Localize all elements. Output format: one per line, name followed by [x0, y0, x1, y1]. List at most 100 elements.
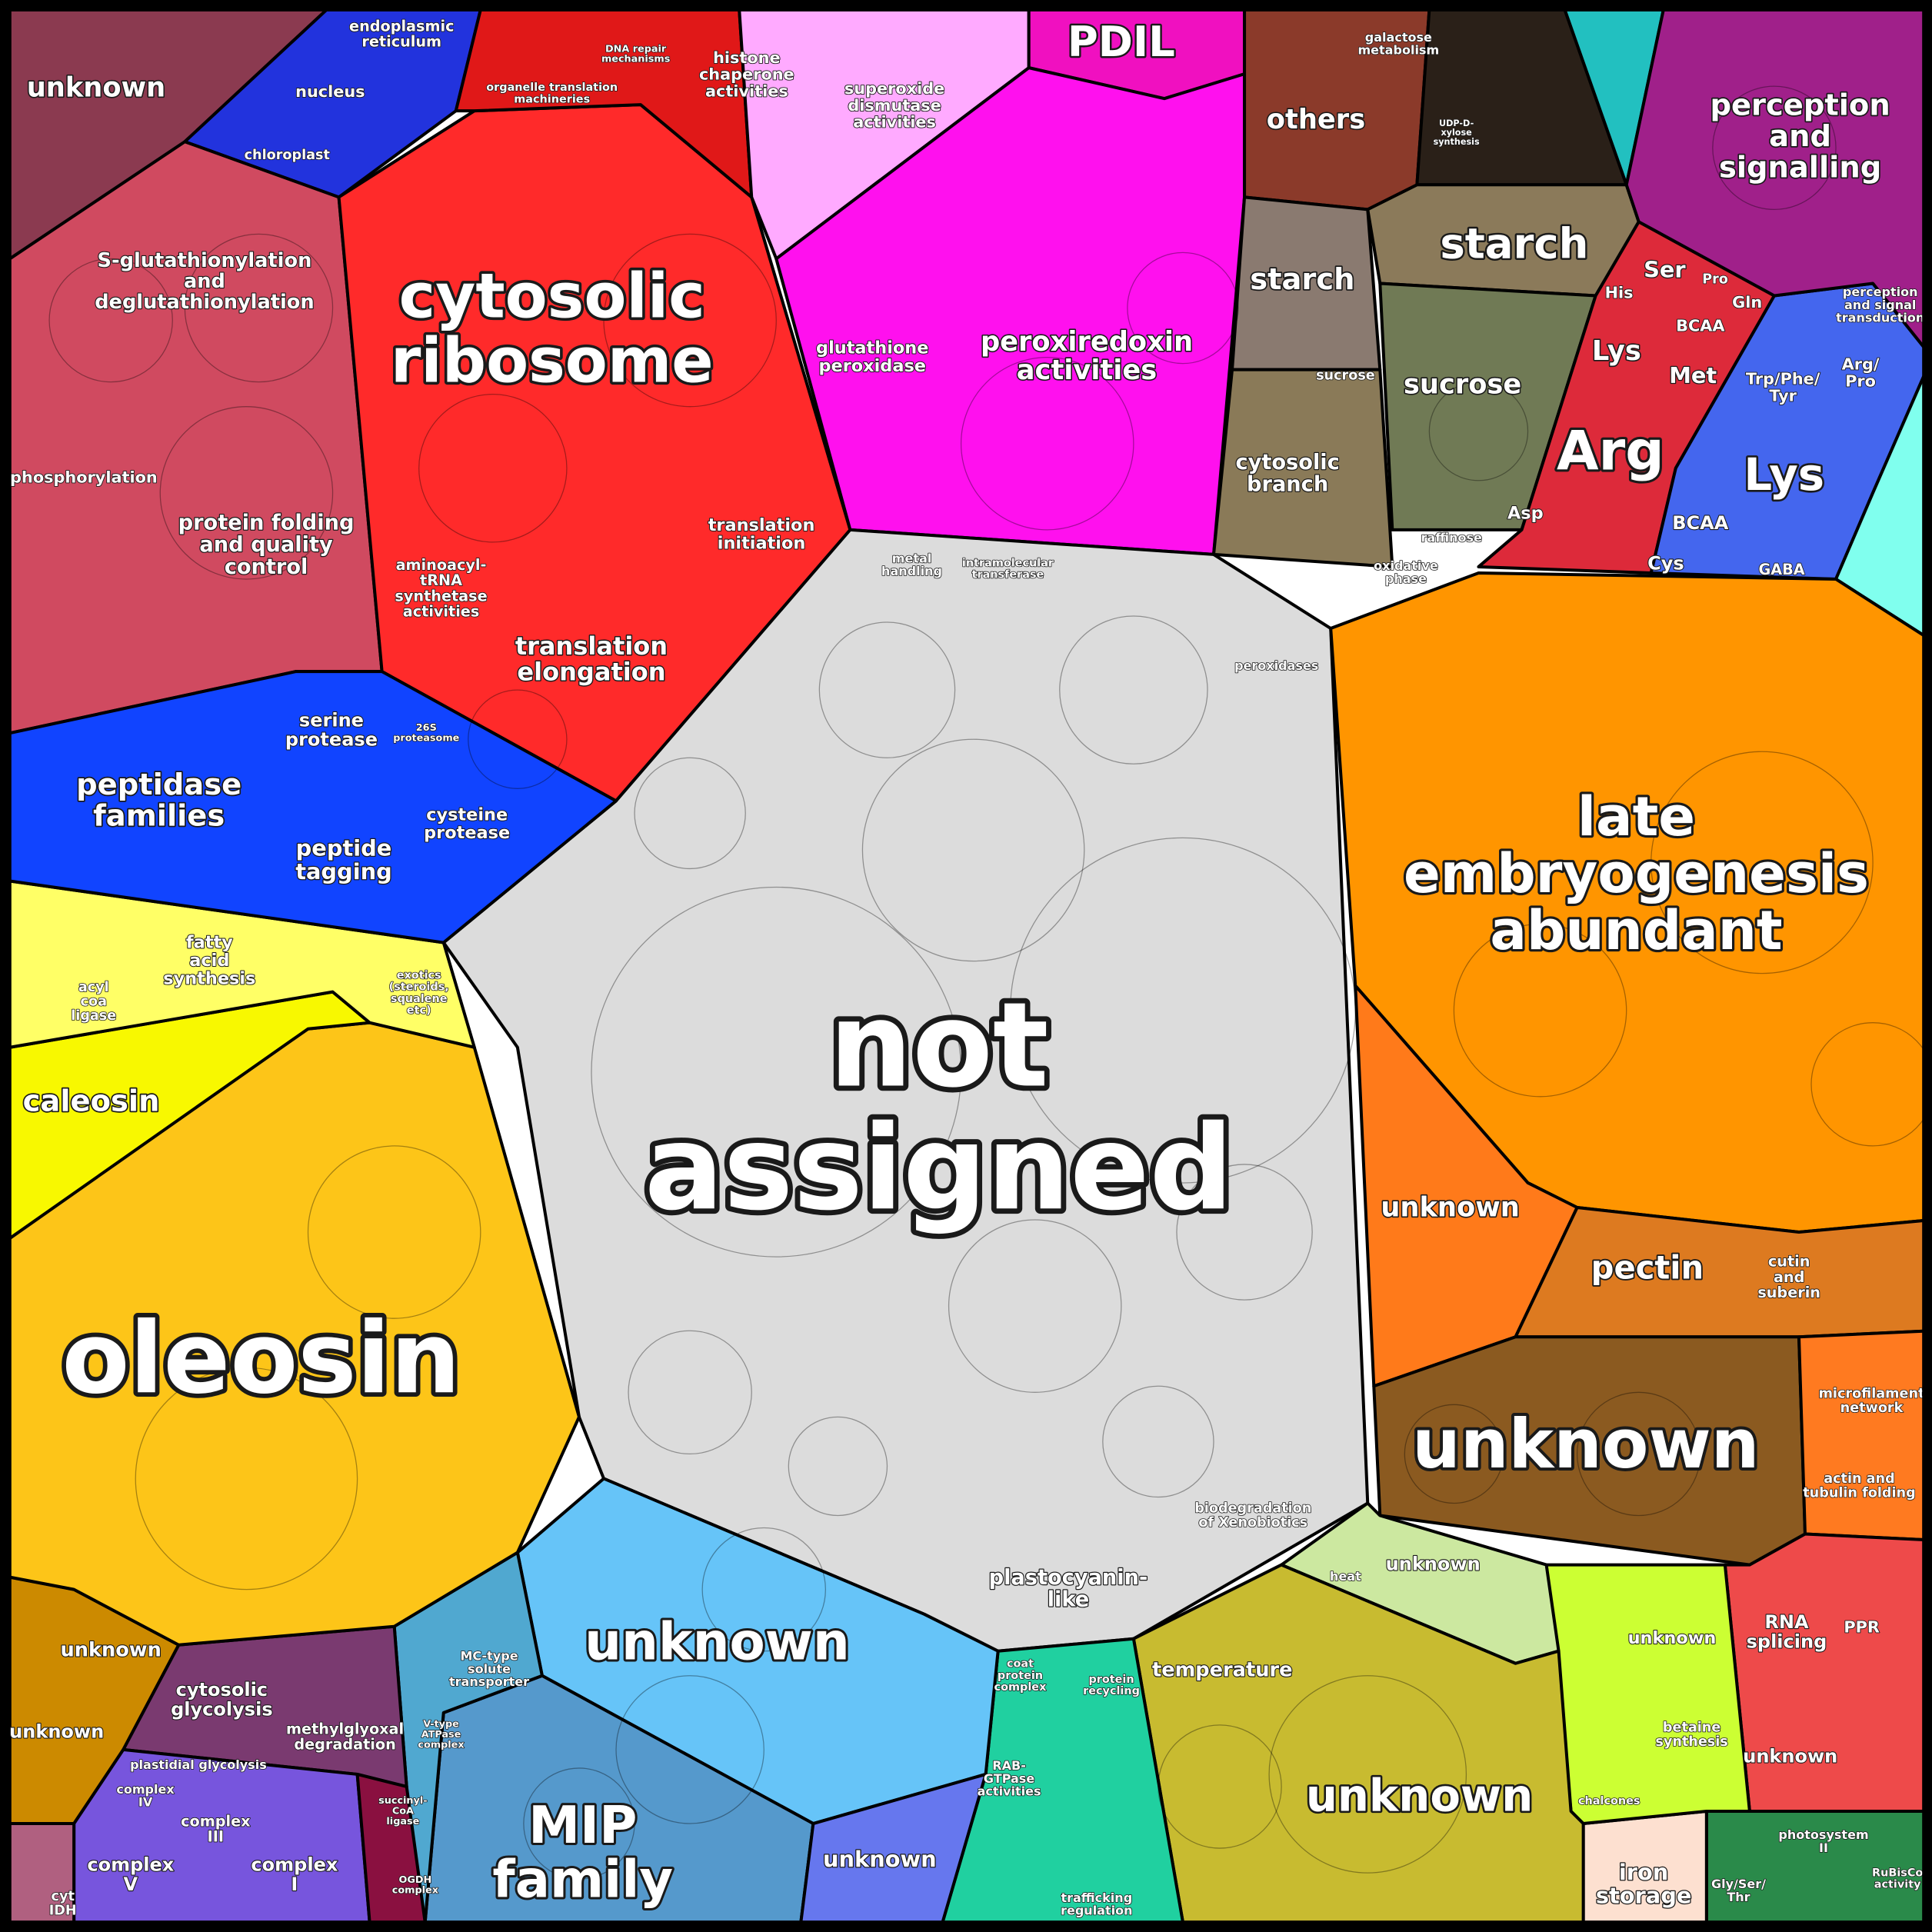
- label: PPR: [1844, 1617, 1880, 1636]
- label: aminoacyl-: [396, 556, 487, 574]
- cell: [1723, 1532, 1932, 1814]
- label: translation: [515, 631, 668, 661]
- cell: [8, 140, 384, 735]
- label: IDH: [49, 1903, 77, 1918]
- label: translation: [708, 515, 815, 535]
- label: solute: [468, 1661, 511, 1676]
- sub-cell: [1651, 751, 1874, 974]
- label: storage: [1596, 1882, 1692, 1908]
- label: ATPase: [421, 1729, 461, 1740]
- label: 26S: [416, 722, 437, 734]
- sub-cell: [159, 406, 334, 580]
- label: complex: [116, 1782, 175, 1797]
- label: initiation: [718, 534, 806, 554]
- label: protease: [424, 823, 510, 843]
- label: photosystem: [1778, 1827, 1868, 1842]
- label: synthesis: [1655, 1734, 1727, 1750]
- label: branch: [1247, 473, 1328, 497]
- sub-cell: [818, 621, 956, 758]
- label: endoplasmic: [349, 17, 454, 35]
- sub-cell: [948, 1219, 1122, 1393]
- label: RuBisCo: [1872, 1867, 1923, 1880]
- label: serine: [299, 709, 364, 731]
- label: cytosolic: [1235, 451, 1339, 475]
- label: sucrose: [1404, 368, 1521, 400]
- label: trafficking: [1061, 1890, 1132, 1905]
- label: actin and: [1824, 1471, 1894, 1487]
- label: elongation: [517, 658, 665, 687]
- label: and signal: [1844, 298, 1916, 312]
- label: ligase: [71, 1008, 116, 1024]
- sub-cell: [615, 1675, 764, 1824]
- label: I: [291, 1874, 298, 1895]
- label: sucrose: [1316, 368, 1375, 384]
- label: Arg: [1557, 420, 1664, 483]
- label: embryogenesis: [1404, 842, 1869, 905]
- label: and: [1774, 1268, 1804, 1286]
- label: heat: [1330, 1569, 1361, 1584]
- label: Gln: [1732, 293, 1762, 311]
- label: tRNA: [420, 571, 462, 589]
- cell: [1797, 1329, 1932, 1542]
- label: oleosin: [62, 1301, 460, 1416]
- label: temperature: [1152, 1658, 1292, 1681]
- label: GTPase: [984, 1771, 1034, 1786]
- label: Lys: [1592, 335, 1641, 367]
- label: starch: [1250, 262, 1354, 297]
- label: peptidase: [76, 768, 242, 802]
- label: acid: [189, 951, 229, 971]
- sub-cell: [48, 258, 173, 383]
- label: glycolysis: [171, 1698, 273, 1720]
- label: fatty: [186, 933, 233, 953]
- label: succinyl-: [378, 1795, 427, 1807]
- label: deglutathionylation: [95, 291, 314, 314]
- label: intramolecular: [962, 558, 1054, 570]
- label: pectin: [1591, 1249, 1704, 1287]
- label: Met: [1669, 362, 1717, 388]
- label: activities: [403, 603, 480, 621]
- label: metabolism: [1357, 43, 1439, 58]
- label: V: [124, 1874, 138, 1895]
- label: complex: [181, 1812, 251, 1830]
- label: unknown: [1743, 1746, 1837, 1767]
- label: unknown: [1628, 1628, 1717, 1648]
- label: handling: [881, 564, 942, 578]
- sub-cells: [48, 85, 1932, 1880]
- label: not: [829, 977, 1049, 1113]
- label: (steroids,: [389, 981, 449, 994]
- label: network: [1840, 1401, 1904, 1416]
- label: activities: [1017, 355, 1157, 386]
- sub-cell: [591, 886, 962, 1257]
- label: unknown: [1381, 1192, 1520, 1224]
- sub-cell: [468, 689, 568, 789]
- label: machineries: [514, 93, 590, 105]
- label: RNA: [1764, 1611, 1809, 1633]
- label: ribosome: [391, 325, 714, 397]
- label: peptide: [296, 835, 392, 861]
- label: betaine: [1663, 1720, 1720, 1735]
- label: Asp: [1507, 504, 1544, 524]
- label: Trp/Phe/: [1746, 370, 1820, 388]
- label: unknown: [823, 1846, 937, 1872]
- label: tubulin folding: [1803, 1485, 1915, 1501]
- label: families: [93, 799, 225, 834]
- label: plastocyanin-: [989, 1566, 1148, 1590]
- sub-cell: [1158, 1724, 1282, 1849]
- label: complex: [251, 1854, 338, 1876]
- label: complex: [87, 1854, 174, 1876]
- label: phosphorylation: [10, 468, 158, 487]
- label: regulation: [1061, 1904, 1132, 1918]
- label: PDIL: [1068, 17, 1175, 66]
- label: Tyr: [1769, 387, 1797, 405]
- label: plastidial glycolysis: [130, 1757, 267, 1772]
- label: signalling: [1719, 150, 1881, 185]
- label: cytosolic: [176, 1679, 268, 1700]
- sub-cell: [1059, 615, 1208, 764]
- label: unknown: [1386, 1554, 1481, 1575]
- label: raffinose: [1421, 531, 1483, 545]
- sub-cell: [1404, 1404, 1504, 1504]
- label: degradation: [294, 1735, 395, 1753]
- label: suberin: [1757, 1284, 1820, 1301]
